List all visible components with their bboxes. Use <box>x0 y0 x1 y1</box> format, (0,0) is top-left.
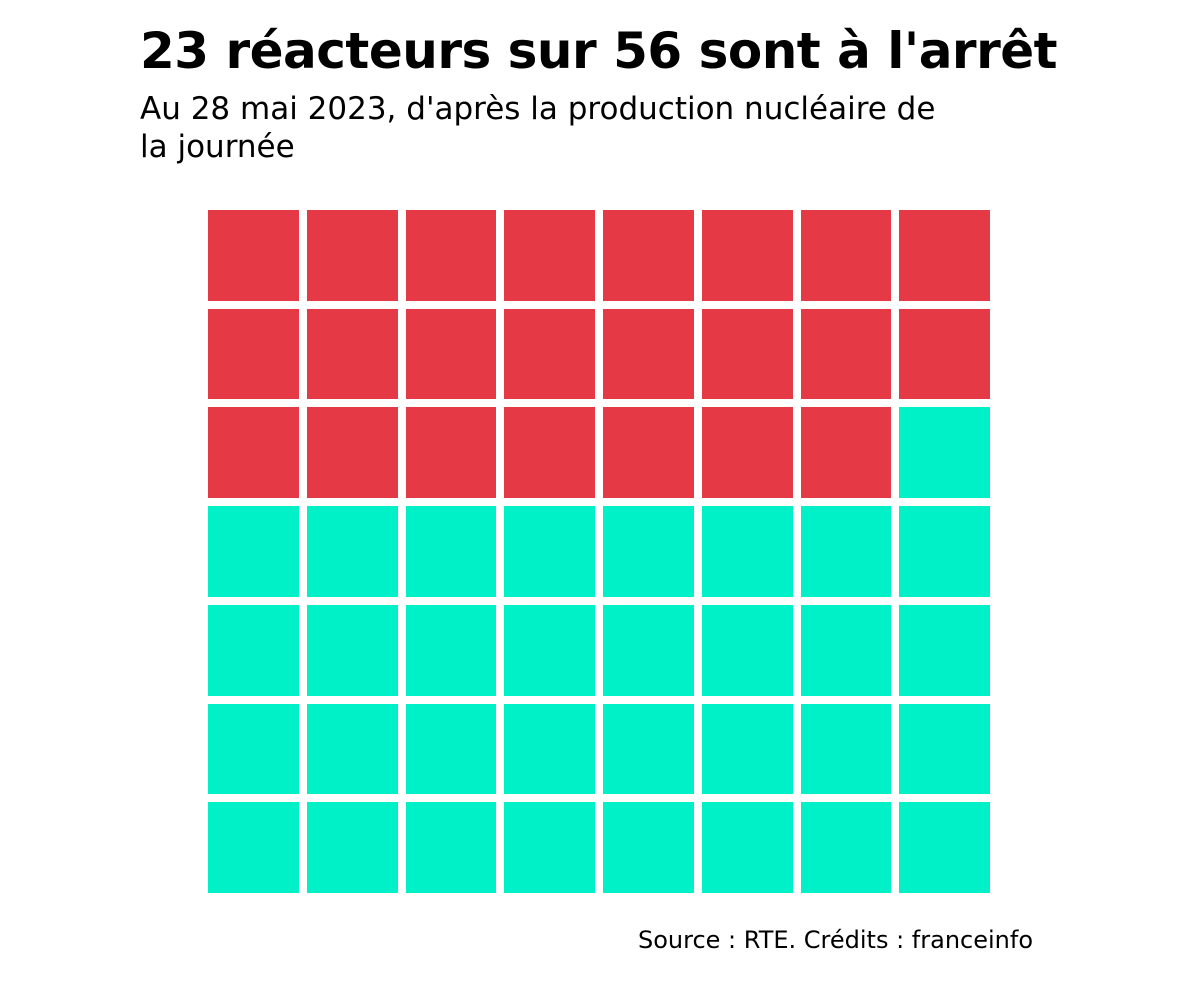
waffle-cell-stopped <box>504 308 595 400</box>
waffle-cell-running <box>306 506 398 597</box>
waffle-cell-running <box>899 802 990 893</box>
waffle-cell-running <box>504 802 595 893</box>
waffle-cell-stopped <box>504 407 595 499</box>
waffle-cell-running <box>405 604 497 696</box>
waffle-cell-stopped <box>405 407 497 499</box>
waffle-cell-stopped <box>208 210 299 301</box>
source-credits: Source : RTE. Crédits : franceinfo <box>637 926 1033 954</box>
waffle-cell-stopped <box>208 407 299 499</box>
waffle-cell-stopped <box>701 407 793 499</box>
waffle-cell-running <box>800 802 892 893</box>
waffle-cell-stopped <box>306 407 398 499</box>
waffle-cell-running <box>208 506 299 597</box>
waffle-cell-stopped <box>603 210 694 301</box>
waffle-cell-stopped <box>208 308 299 400</box>
waffle-cell-stopped <box>405 308 497 400</box>
waffle-cell-running <box>899 703 990 795</box>
waffle-cell-running <box>405 703 497 795</box>
waffle-cell-running <box>504 506 595 597</box>
waffle-cell-stopped <box>701 210 793 301</box>
waffle-cell-running <box>701 506 793 597</box>
waffle-cell-stopped <box>504 210 595 301</box>
waffle-cell-running <box>306 802 398 893</box>
waffle-chart <box>208 210 990 893</box>
waffle-cell-running <box>603 506 694 597</box>
waffle-cell-stopped <box>701 308 793 400</box>
waffle-cell-stopped <box>800 210 892 301</box>
waffle-cell-running <box>208 703 299 795</box>
waffle-cell-running <box>208 802 299 893</box>
waffle-cell-stopped <box>306 210 398 301</box>
waffle-cell-running <box>701 802 793 893</box>
waffle-cell-stopped <box>603 308 694 400</box>
waffle-cell-stopped <box>603 407 694 499</box>
waffle-cell-running <box>800 703 892 795</box>
waffle-cell-stopped <box>306 308 398 400</box>
chart-title: 23 réacteurs sur 56 sont à l'arrêt <box>140 22 1058 80</box>
waffle-cell-running <box>899 506 990 597</box>
waffle-cell-running <box>504 703 595 795</box>
waffle-cell-running <box>405 802 497 893</box>
waffle-cell-stopped <box>405 210 497 301</box>
waffle-cell-running <box>603 802 694 893</box>
waffle-cell-running <box>208 604 299 696</box>
waffle-cell-stopped <box>800 308 892 400</box>
waffle-cell-running <box>800 506 892 597</box>
waffle-cell-running <box>306 604 398 696</box>
chart-subtitle: Au 28 mai 2023, d'après la production nu… <box>140 91 936 165</box>
waffle-cell-running <box>504 604 595 696</box>
waffle-cell-stopped <box>899 308 990 400</box>
waffle-cell-running <box>405 506 497 597</box>
waffle-cell-running <box>701 604 793 696</box>
waffle-cell-running <box>899 407 990 499</box>
waffle-cell-running <box>603 703 694 795</box>
waffle-cell-stopped <box>800 407 892 499</box>
waffle-cell-running <box>800 604 892 696</box>
waffle-cell-running <box>701 703 793 795</box>
waffle-cell-running <box>603 604 694 696</box>
waffle-cell-running <box>306 703 398 795</box>
waffle-cell-running <box>899 604 990 696</box>
waffle-cell-stopped <box>899 210 990 301</box>
